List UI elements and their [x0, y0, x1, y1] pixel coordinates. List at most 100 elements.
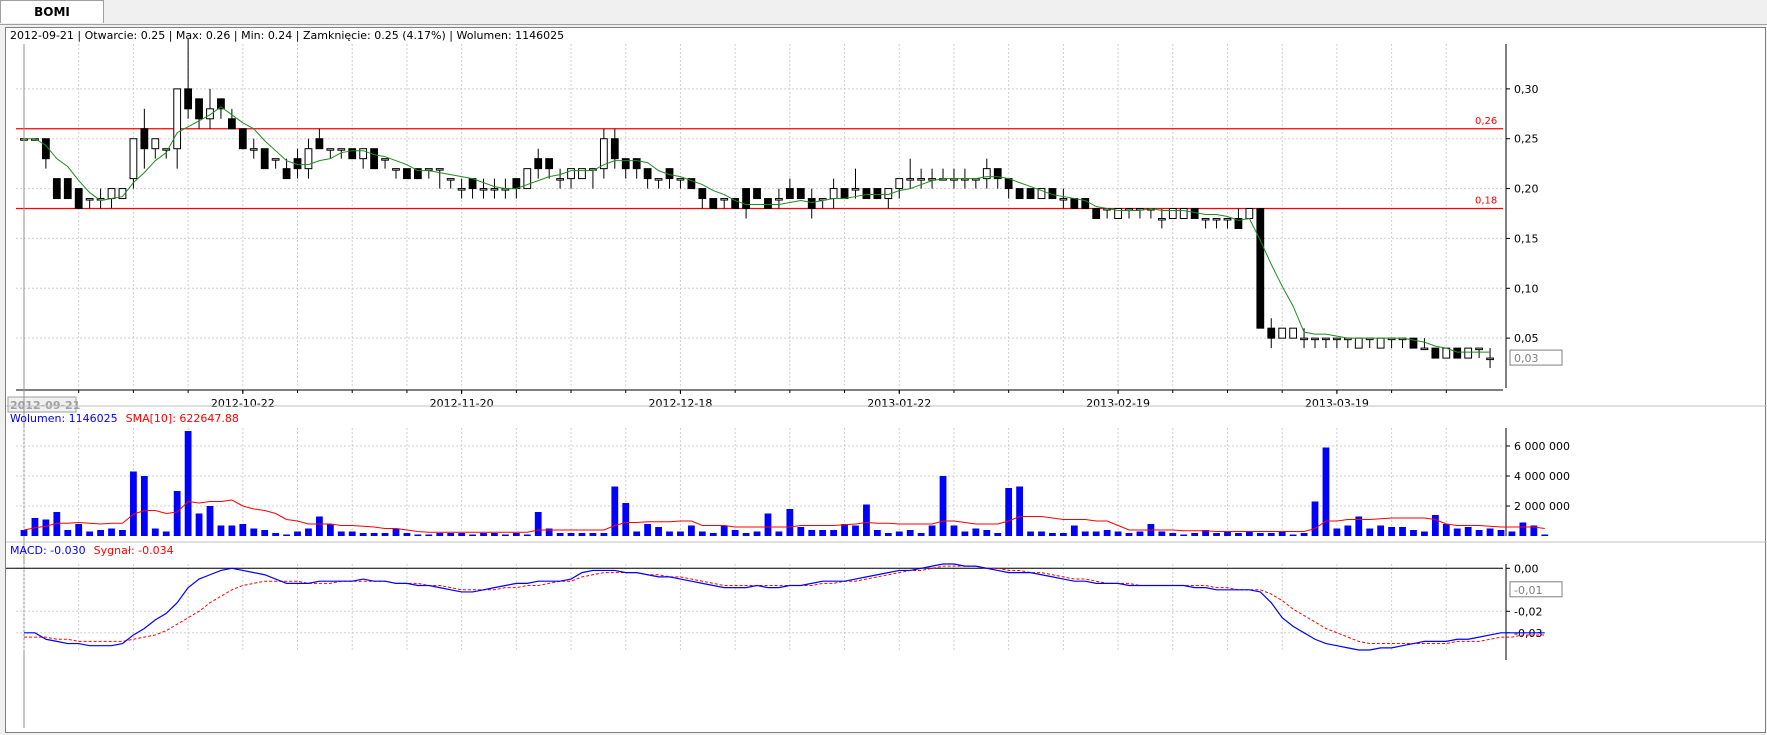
info-low: 0.24: [268, 29, 293, 42]
volume-bar: [228, 525, 236, 536]
candle-down: [687, 178, 696, 190]
candle-up: [567, 168, 575, 180]
candle-down: [217, 98, 225, 110]
candle-up: [556, 178, 564, 181]
volume-bar: [381, 533, 389, 536]
volume-bar: [1059, 533, 1067, 536]
volume-bar: [359, 533, 367, 536]
volume-bar: [698, 531, 706, 536]
volume-bar: [1464, 527, 1472, 536]
volume-bar: [1311, 501, 1319, 536]
candle-down: [1026, 188, 1035, 200]
x-axis-tick-label: 2012-12-18: [648, 397, 712, 410]
volume-bar: [217, 525, 225, 536]
candle-down: [840, 188, 849, 200]
volume-bar: [1049, 533, 1056, 536]
macd-value-label: -0,01: [1514, 584, 1542, 597]
volume-bar: [294, 531, 301, 536]
horizontal-line-label: 0,18: [1475, 196, 1497, 207]
candle-down: [709, 198, 718, 210]
candle-down: [227, 118, 236, 130]
volume-bar: [108, 528, 115, 536]
volume-bar: [97, 530, 104, 536]
info-open: 0.25: [141, 29, 166, 42]
price-y-tick-label: 0,30: [1514, 83, 1539, 96]
volume-bar: [414, 534, 422, 536]
chart-svg[interactable]: 2012-09-21 | Otwarcie: 0.25 | Max: 0.26 …: [6, 28, 1767, 734]
volume-bar: [895, 531, 903, 536]
macd-legend: MACD: -0.030 Sygnał: -0.034: [10, 544, 174, 557]
volume-bar: [1245, 531, 1253, 536]
price-y-tick-label: 0,15: [1514, 232, 1539, 245]
candle-up: [1464, 347, 1473, 359]
macd-y-tick-label: 0,00: [1514, 562, 1539, 575]
chart-panel[interactable]: 2012-09-21 | Otwarcie: 0.25 | Max: 0.26 …: [5, 27, 1767, 734]
candle-down: [621, 158, 630, 170]
volume-bar: [64, 530, 72, 536]
candle-down: [195, 98, 203, 120]
volume-bar: [633, 531, 641, 536]
volume-bar: [1377, 525, 1385, 536]
candle-down: [764, 198, 772, 210]
candle-down: [74, 188, 83, 210]
tab-bomi[interactable]: BOMI: [0, 0, 104, 23]
volume-bar: [830, 530, 838, 536]
candle-up: [523, 168, 532, 190]
volume-legend: Wolumen: 1146025 SMA[10]: 622647.88: [10, 412, 239, 425]
volume-bar: [250, 528, 258, 536]
candle-down: [403, 168, 411, 180]
volume-bar: [611, 486, 619, 536]
candle-up: [917, 178, 926, 181]
macd-legend-label: MACD: -0.030: [10, 544, 86, 557]
volume-bar: [1322, 447, 1330, 536]
candle-up: [381, 158, 389, 161]
candle-down: [238, 128, 247, 150]
volume-bar: [458, 533, 466, 536]
candle-up: [151, 138, 160, 150]
candle-down: [643, 168, 652, 180]
info-volume: 1146025: [515, 29, 564, 42]
volume-bar: [1213, 533, 1220, 536]
cursor-date-box: [7, 396, 77, 413]
volume-bar: [1005, 488, 1013, 536]
volume-bar: [1530, 525, 1538, 536]
candle-up: [173, 88, 182, 150]
volume-bar: [1388, 527, 1395, 536]
candle-up: [829, 188, 838, 200]
volume-bar: [42, 519, 50, 536]
volume-bar: [1180, 534, 1188, 536]
candle-up: [107, 188, 116, 200]
volume-bar: [873, 530, 881, 536]
info-open-label: Otwarcie:: [85, 29, 138, 42]
candle-up: [851, 188, 860, 191]
volume-bar: [666, 531, 673, 536]
volume-bar: [808, 530, 816, 536]
volume-bar: [600, 533, 608, 536]
volume-bar: [655, 527, 662, 536]
volume-bar: [337, 531, 345, 536]
volume-bar: [1256, 533, 1264, 536]
volume-bar: [1519, 522, 1527, 536]
price-y-tick-label: 0,05: [1514, 332, 1539, 345]
volume-bar: [534, 512, 542, 536]
volume-bar: [1016, 486, 1023, 536]
candle-down: [1015, 188, 1024, 200]
candle-down: [1190, 208, 1199, 219]
volume-bar: [622, 503, 630, 536]
macd-pane[interactable]: MACD: -0.030 Sygnał: -0.0340,00-0,02-0,03…: [6, 541, 1767, 660]
candle-down: [698, 188, 707, 200]
volume-bar: [523, 534, 531, 536]
candle-down: [282, 168, 291, 180]
candle-down: [1234, 217, 1243, 229]
volume-bar: [1070, 525, 1078, 536]
volume-bar: [1453, 528, 1461, 536]
candle-down: [512, 178, 521, 190]
candle-up: [1475, 347, 1484, 351]
volume-pane[interactable]: Wolumen: 1146025 SMA[10]: 622647.88 2 000 …: [6, 405, 1767, 536]
volume-bar: [644, 524, 652, 536]
price-pane[interactable]: 0,05 0,10 0,15 0,20 0,25 0,30 0,26 0,18 0,03 2012…: [7, 39, 1563, 728]
candle-up: [578, 168, 586, 180]
volume-y-tick-label: 6 000 000: [1514, 440, 1570, 453]
macd-line: [24, 563, 1545, 651]
candle-down: [260, 148, 269, 170]
